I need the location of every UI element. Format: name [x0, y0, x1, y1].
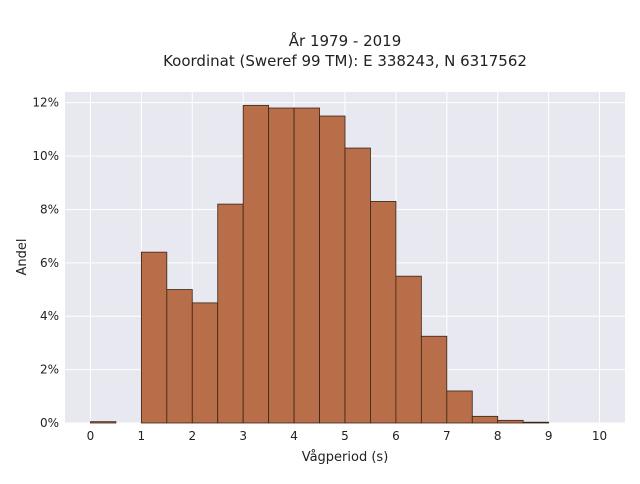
x-tick-label: 8 [494, 429, 502, 443]
y-tick-label: 6% [40, 256, 59, 270]
x-tick-label: 2 [188, 429, 196, 443]
y-tick-label: 10% [32, 149, 59, 163]
x-tick-label: 6 [392, 429, 400, 443]
histogram-bar [420, 335, 448, 424]
histogram-bar [90, 421, 117, 424]
y-axis-ticks: 0% 2% 4% 6% 8% 10% 12% [32, 96, 59, 430]
x-tick-label: 1 [138, 429, 146, 443]
y-tick-label: 12% [32, 96, 59, 110]
histogram-bar [319, 115, 346, 424]
x-tick-label: 3 [239, 429, 247, 443]
histogram-bar [395, 275, 422, 424]
x-tick-label: 7 [443, 429, 451, 443]
histogram-bar [140, 251, 168, 424]
histogram-bar [293, 107, 320, 424]
y-tick-label: 0% [40, 416, 59, 430]
histogram-bar [268, 107, 295, 424]
histogram-bar [497, 419, 524, 424]
x-tick-label: 9 [545, 429, 553, 443]
histogram-bar [217, 203, 244, 424]
y-tick-label: 8% [40, 202, 59, 216]
histogram-bar [166, 289, 193, 424]
histogram-bar [344, 147, 371, 424]
x-axis-ticks: 0 1 2 3 4 5 6 7 8 9 10 [87, 429, 608, 443]
x-tick-label: 4 [290, 429, 298, 443]
histogram-bar [191, 302, 219, 424]
y-tick-label: 2% [40, 363, 59, 377]
x-tick-label: 5 [341, 429, 349, 443]
histogram-bar [522, 421, 550, 424]
histogram-bar [446, 390, 473, 424]
histogram-bar [370, 201, 397, 424]
x-axis-label: Vågperiod (s) [302, 450, 389, 465]
chart-title-line-1: År 1979 - 2019 [289, 31, 402, 50]
histogram-bar [242, 104, 270, 424]
y-axis-label: Andel [15, 239, 30, 276]
x-tick-label: 0 [87, 429, 95, 443]
chart-title-line-2: Koordinat (Sweref 99 TM): E 338243, N 63… [163, 52, 527, 70]
x-tick-label: 10 [592, 429, 607, 443]
histogram-bars [90, 104, 550, 424]
y-tick-label: 4% [40, 309, 59, 323]
histogram-bar [471, 415, 499, 424]
